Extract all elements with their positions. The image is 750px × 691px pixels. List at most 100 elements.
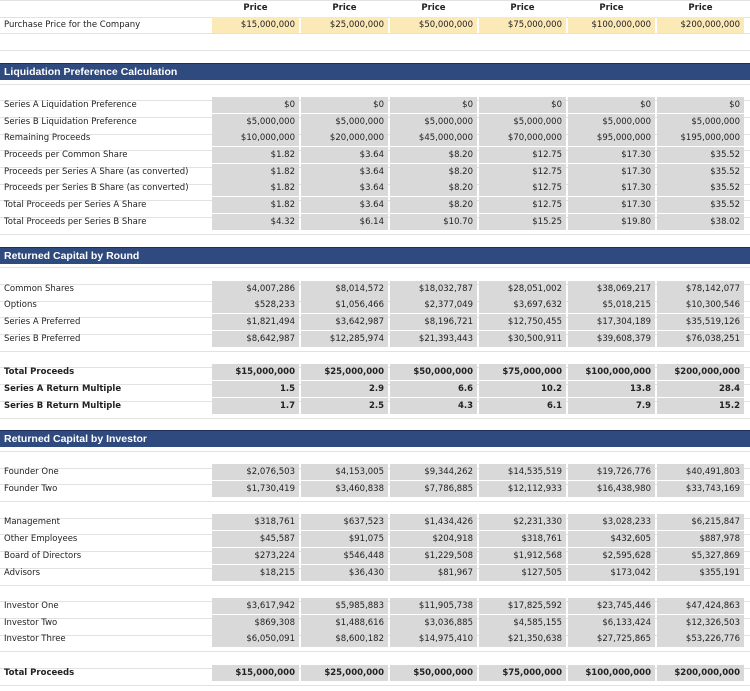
grid-line [0, 0, 750, 1]
value-cell: $1,912,568 [479, 547, 566, 564]
value-cell: $40,491,803 [657, 464, 744, 481]
value-cell: $887,978 [657, 531, 744, 548]
value-cell: $76,038,251 [657, 330, 744, 347]
value-cell: 13.8 [568, 380, 655, 397]
value-cell: 1.7 [212, 397, 299, 414]
value-cell: $10,300,546 [657, 297, 744, 314]
value-cell: $19,726,776 [568, 464, 655, 481]
value-cell: $1.82 [212, 180, 299, 197]
grid-line [0, 33, 750, 35]
value-cell: $35.52 [657, 163, 744, 180]
value-cell: $528,233 [212, 297, 299, 314]
value-cell: $5,000,000 [568, 113, 655, 130]
value-cell: $100,000,000 [568, 664, 655, 681]
value-cell: $1.82 [212, 197, 299, 214]
value-cell: $0 [212, 96, 299, 113]
value-cell: $11,905,738 [390, 597, 477, 614]
value-cell: $0 [301, 96, 388, 113]
value-cell: $12,750,455 [479, 314, 566, 330]
value-cell: $35,519,126 [657, 314, 744, 330]
value-cell: $23,745,446 [568, 597, 655, 614]
row-label: Total Proceeds [4, 367, 75, 378]
row-label: Series A Preferred [4, 317, 81, 327]
value-cell: $53,226,776 [657, 631, 744, 648]
grid-line [0, 651, 750, 653]
value-cell: $14,535,519 [479, 464, 566, 481]
value-cell: $3,028,233 [568, 514, 655, 531]
value-cell: $6,133,424 [568, 614, 655, 631]
value-cell: 28.4 [657, 380, 744, 397]
value-cell: $30,500,911 [479, 330, 566, 347]
value-cell: $1,488,616 [301, 614, 388, 631]
value-cell: 6.1 [479, 397, 566, 414]
value-cell: $5,985,883 [301, 597, 388, 614]
value-cell: $70,000,000 [479, 130, 566, 147]
row-label: Proceeds per Series B Share (as converte… [4, 183, 189, 194]
grid-line [0, 50, 750, 52]
section-header: Liquidation Preference Calculation [0, 63, 750, 80]
value-cell: $35.52 [657, 180, 744, 197]
value-cell: $45,000,000 [390, 130, 477, 147]
value-cell: $546,448 [301, 547, 388, 564]
value-cell: $50,000,000 [390, 364, 477, 381]
value-cell: $17.30 [568, 147, 655, 163]
value-cell: $17,825,592 [479, 597, 566, 614]
value-cell: $8.20 [390, 163, 477, 180]
value-cell: $2,231,330 [479, 514, 566, 531]
value-cell: $5,327,869 [657, 547, 744, 564]
value-cell: $18,215 [212, 564, 299, 581]
value-cell: $3,617,942 [212, 597, 299, 614]
value-cell: 6.6 [390, 380, 477, 397]
value-cell: $3,036,885 [390, 614, 477, 631]
value-cell: $5,000,000 [657, 113, 744, 130]
row-label: Common Shares [4, 283, 74, 294]
value-cell: $12,326,503 [657, 614, 744, 631]
value-cell: $91,075 [301, 531, 388, 548]
input-cell: $15,000,000 [212, 17, 299, 34]
section-header: Returned Capital by Investor [0, 430, 750, 448]
value-cell: $637,523 [301, 514, 388, 531]
row-label: Management [4, 517, 60, 528]
value-cell: $27,725,865 [568, 631, 655, 648]
value-cell: $195,000,000 [657, 130, 744, 147]
value-cell: $5,000,000 [390, 113, 477, 130]
grid-line [0, 684, 750, 686]
grid-line [0, 417, 750, 419]
value-cell: $1.82 [212, 163, 299, 180]
value-cell: $10.70 [390, 213, 477, 230]
value-cell: $4.32 [212, 213, 299, 230]
value-cell: $4,007,286 [212, 280, 299, 297]
value-cell: $273,224 [212, 547, 299, 564]
value-cell: $1.82 [212, 147, 299, 163]
row-label: Total Proceeds per Series B Share [4, 216, 147, 227]
row-label: Total Proceeds [4, 667, 75, 678]
row-label: Series A Liquidation Preference [4, 99, 137, 110]
value-cell: $21,350,638 [479, 631, 566, 648]
grid-line [0, 584, 750, 586]
grid-line [0, 450, 750, 452]
value-cell: $25,000,000 [301, 664, 388, 681]
input-cell: $200,000,000 [657, 17, 744, 34]
value-cell: $7,786,885 [390, 481, 477, 497]
value-cell: $14,975,410 [390, 631, 477, 648]
value-cell: $1,056,466 [301, 297, 388, 314]
value-cell: $12.75 [479, 147, 566, 163]
value-cell: $2,377,049 [390, 297, 477, 314]
column-header: Price [332, 3, 357, 13]
value-cell: $15,000,000 [212, 364, 299, 381]
value-cell: $100,000,000 [568, 364, 655, 381]
value-cell: $17.30 [568, 163, 655, 180]
row-label: Purchase Price for the Company [4, 19, 141, 30]
value-cell: $20,000,000 [301, 130, 388, 147]
value-cell: $8,642,987 [212, 330, 299, 347]
column-header: Price [243, 3, 268, 13]
value-cell: $6.14 [301, 213, 388, 230]
value-cell: $869,308 [212, 614, 299, 631]
value-cell: $355,191 [657, 564, 744, 581]
value-cell: $5,000,000 [212, 113, 299, 130]
value-cell: $200,000,000 [657, 664, 744, 681]
value-cell: $5,000,000 [301, 113, 388, 130]
value-cell: $18,032,787 [390, 280, 477, 297]
value-cell: $17,304,189 [568, 314, 655, 330]
